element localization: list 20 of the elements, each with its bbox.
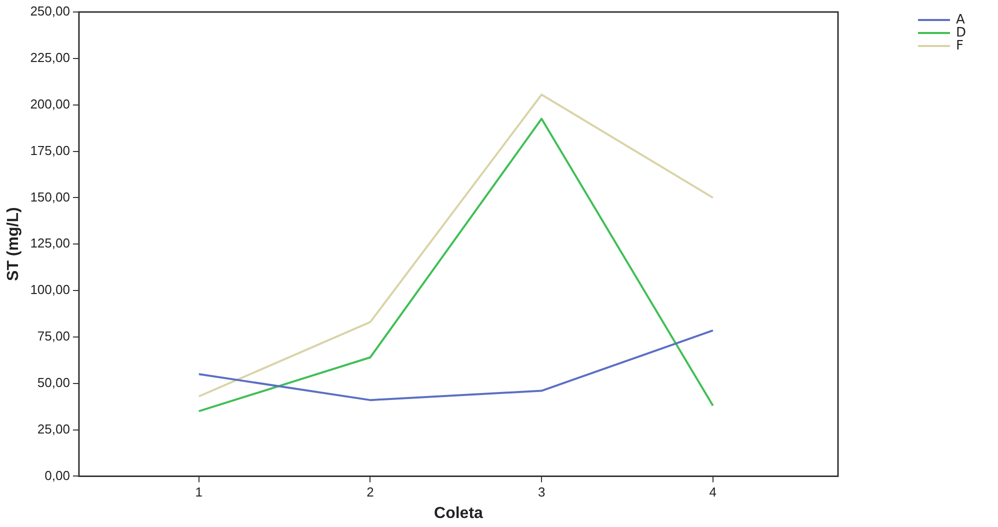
y-tick-label: 75,00 bbox=[37, 328, 70, 344]
y-tick-label: 175,00 bbox=[30, 142, 70, 158]
legend-label: A bbox=[956, 12, 965, 28]
legend-label: D bbox=[956, 25, 966, 40]
y-tick-label: 125,00 bbox=[30, 236, 70, 251]
x-tick-label: 2 bbox=[366, 484, 374, 500]
y-tick-label: 225,00 bbox=[30, 50, 70, 65]
y-tick-label: 200,00 bbox=[30, 96, 70, 112]
y-tick-label: 250,00 bbox=[30, 4, 70, 19]
y-axis-title: ST (mg/L) bbox=[5, 207, 22, 281]
y-tick-label: 0,00 bbox=[44, 468, 70, 483]
y-tick-label: 50,00 bbox=[37, 374, 70, 390]
y-tick-label: 25,00 bbox=[37, 421, 70, 436]
x-tick-label: 4 bbox=[709, 484, 717, 500]
y-tick-label: 100,00 bbox=[30, 282, 70, 298]
x-tick-label: 3 bbox=[538, 484, 546, 500]
x-axis-title: Coleta bbox=[434, 504, 484, 522]
y-tick-label: 150,00 bbox=[30, 189, 70, 204]
x-tick-label: 1 bbox=[195, 484, 203, 500]
legend-label: F bbox=[956, 38, 964, 54]
